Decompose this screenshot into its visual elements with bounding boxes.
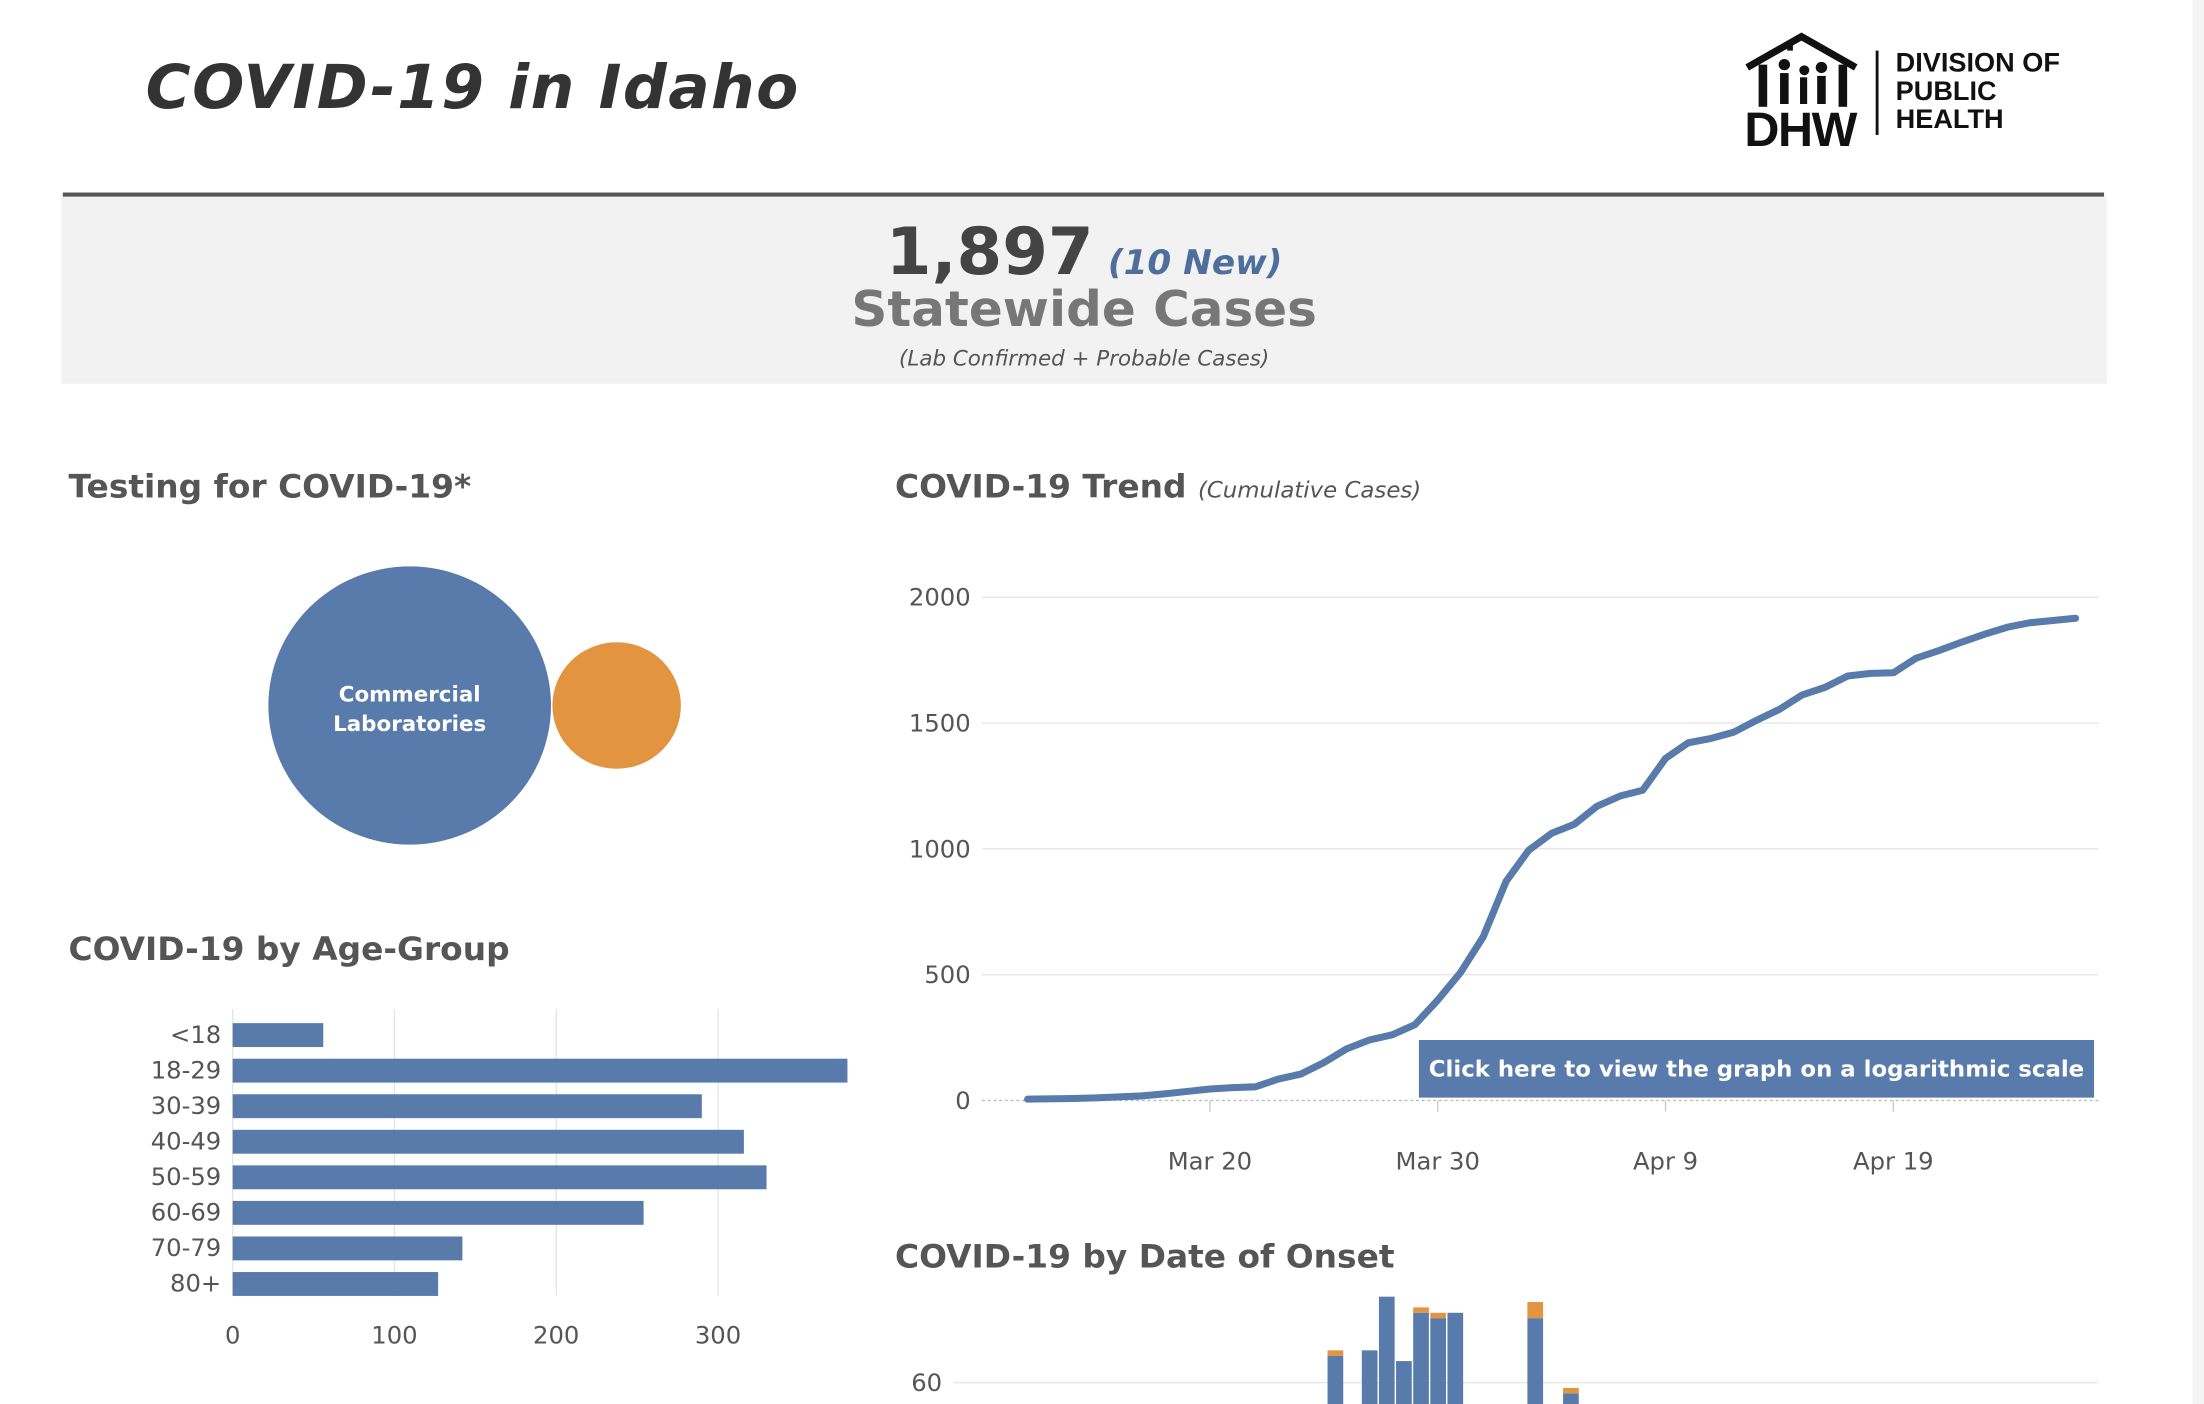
onset-bar[interactable]	[1378, 1296, 1395, 1404]
bubble-other-labs[interactable]	[552, 642, 681, 769]
page-title: COVID-19 in Idaho	[145, 53, 800, 124]
testing-bubble-chart: Commercial Laboratories	[268, 566, 681, 845]
age-bar[interactable]	[232, 1272, 439, 1296]
header-divider	[62, 192, 2105, 197]
bubble-commercial-labs[interactable]	[268, 566, 551, 845]
dhw-logo: DHW DIVISION OF PUBLIC HEALTH	[1739, 31, 2067, 157]
age-bar[interactable]	[232, 1129, 744, 1154]
scrollbar-track[interactable]	[2192, 0, 2204, 1404]
trend-y-tick: 0	[955, 1087, 970, 1115]
age-category-label: 30-39	[151, 1092, 222, 1120]
onset-title: COVID-19 by Date of Onset	[895, 1239, 1395, 1277]
onset-bar-chart: 60	[911, 1296, 2099, 1404]
logo-line-2: PUBLIC	[1895, 77, 1997, 107]
logo-line-1: DIVISION OF	[1895, 49, 2060, 79]
logo-divider	[1875, 50, 1879, 135]
age-category-label: 80+	[170, 1270, 221, 1298]
age-category-label: 40-49	[151, 1128, 222, 1156]
age-bar-chart: 0 100 200 300 <18 18-29 30-39 40-49 50-59 60-69 70…	[151, 1009, 848, 1350]
onset-bar[interactable]	[1396, 1361, 1412, 1404]
age-category-label: 50-59	[151, 1163, 222, 1191]
trend-series-line[interactable]	[1024, 614, 2080, 1103]
age-bar[interactable]	[232, 1165, 767, 1190]
trend-x-tick: Mar 20	[1168, 1147, 1252, 1175]
case-count: 1,897	[885, 213, 1094, 290]
age-x-tick: 0	[225, 1322, 240, 1350]
case-sublabel: (Lab Confirmed + Probable Cases)	[899, 345, 1270, 372]
trend-x-tick: Apr 19	[1853, 1147, 1934, 1175]
bubble-label-line-1: Commercial	[339, 682, 481, 707]
age-category-label: 60-69	[151, 1199, 222, 1227]
trend-x-tick: Mar 30	[1396, 1147, 1480, 1175]
onset-bar[interactable]	[1361, 1350, 1378, 1404]
onset-bar[interactable]	[1327, 1355, 1344, 1404]
logo-mark: DHW	[1744, 104, 1857, 158]
age-category-label: 18-29	[151, 1057, 222, 1085]
age-x-tick: 300	[695, 1322, 741, 1350]
trend-x-tick: Apr 9	[1633, 1147, 1698, 1175]
testing-title: Testing for COVID-19*	[68, 469, 472, 506]
logo-org: DIVISION OF PUBLIC HEALTH	[1895, 49, 2060, 135]
house-family-icon	[1745, 32, 1858, 107]
age-bar[interactable]	[232, 1094, 702, 1119]
logo-line-3: HEALTH	[1895, 105, 2004, 135]
trend-line-chart: 0 500 1000 1500 2000 Mar 20 Mar 30 Apr 9 Apr 19	[909, 584, 2099, 1175]
bubble-label-line-2: Laboratories	[333, 712, 486, 737]
age-title: COVID-19 by Age-Group	[68, 931, 510, 969]
onset-bar[interactable]	[1527, 1318, 1544, 1404]
onset-y-tick: 60	[911, 1369, 942, 1397]
onset-bar[interactable]	[1430, 1318, 1447, 1404]
onset-bar-probable[interactable]	[1413, 1307, 1429, 1313]
age-bar[interactable]	[232, 1236, 463, 1261]
age-bar[interactable]	[232, 1200, 644, 1225]
age-x-tick: 200	[533, 1322, 579, 1350]
case-count-line: 1,897 (10 New)	[0, 214, 2168, 290]
trend-title-text: COVID-19 Trend	[895, 469, 1187, 506]
age-bar[interactable]	[232, 1058, 848, 1083]
onset-bar[interactable]	[1447, 1312, 1464, 1404]
onset-bar-probable[interactable]	[1327, 1350, 1344, 1356]
trend-title: COVID-19 Trend (Cumulative Cases)	[895, 469, 1421, 506]
trend-y-tick: 1500	[909, 710, 971, 738]
trend-subtitle: (Cumulative Cases)	[1197, 476, 1422, 504]
onset-bar-probable[interactable]	[1563, 1387, 1579, 1394]
onset-bar-probable[interactable]	[1430, 1312, 1447, 1319]
age-category-label: 70-79	[151, 1234, 222, 1262]
trend-y-tick: 1000	[909, 835, 971, 863]
age-bar[interactable]	[232, 1023, 324, 1048]
trend-y-tick: 500	[924, 961, 970, 989]
onset-bar-probable[interactable]	[1527, 1302, 1544, 1319]
case-label: Statewide Cases	[851, 282, 1317, 339]
new-cases: (10 New)	[1107, 243, 1283, 283]
trend-y-tick: 2000	[909, 584, 971, 612]
age-x-tick: 100	[371, 1322, 417, 1350]
age-category-label: <18	[170, 1021, 221, 1049]
onset-bar[interactable]	[1413, 1312, 1429, 1404]
headline-panel	[61, 196, 2107, 384]
onset-bar[interactable]	[1563, 1393, 1579, 1404]
log-scale-button[interactable]: Click here to view the graph on a logari…	[1418, 1040, 2095, 1098]
